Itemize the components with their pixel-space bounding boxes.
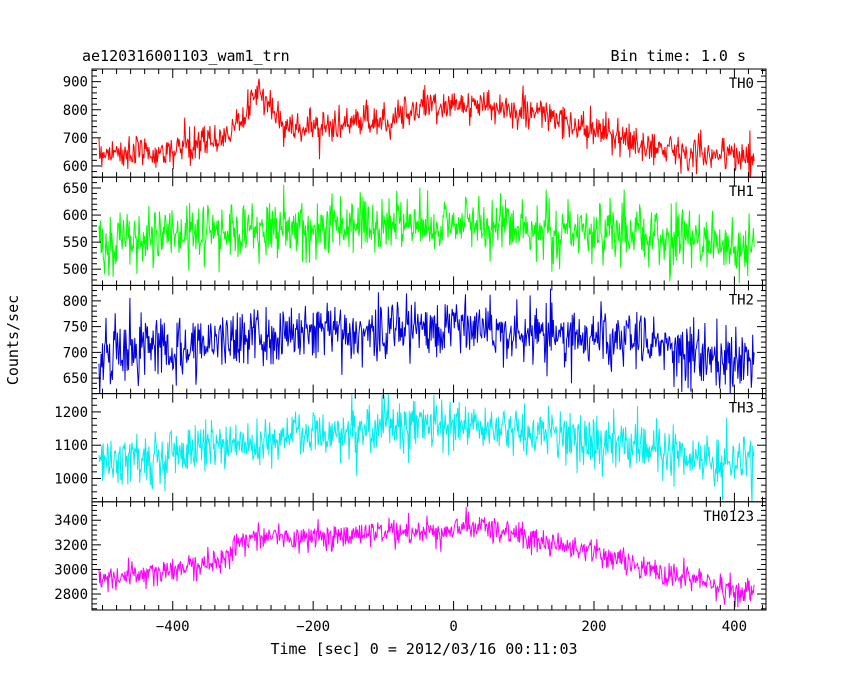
y-tick-label: 2800 [54,587,88,603]
y-tick-label: 3200 [54,538,88,554]
y-tick-label: 650 [63,371,88,387]
series-th0-line [98,78,755,178]
y-tick-label: 600 [63,159,88,175]
panel-label-th0: TH0 [729,76,754,92]
y-tick-label: 650 [63,181,88,197]
y-tick-label: 500 [63,262,88,278]
y-tick-label: 600 [63,208,88,224]
x-tick-label: 0 [449,619,457,635]
x-tick-label: 400 [722,619,747,635]
panel-th3: 1000 1100 1200 TH3 [54,393,767,503]
object-name-title: ae120316001103_wam1_trn [82,47,290,65]
panel-th2: 650 700 750 800 TH2 [63,284,767,395]
x-tick-label: −400 [156,619,190,635]
panel-label-th3: TH3 [729,401,754,417]
y-tick-label: 700 [63,131,88,147]
y-axis-title: Counts/sec [4,295,22,385]
y-tick-label: 1200 [54,405,88,421]
series-th3-line [98,393,755,502]
bin-time-label: Bin time: 1.0 s [611,47,746,65]
y-tick-label: 1000 [54,471,88,487]
y-tick-label: 800 [63,294,88,310]
series-th2-line [98,288,755,394]
panels-group: 600 700 800 900 TH0 500 550 600 650 TH1 650 700 750 8… [54,68,767,611]
y-tick-label: 800 [63,103,88,119]
x-axis: −400 −200 0 200 400 [156,619,747,635]
x-axis-title: Time [sec] 0 = 2012/03/16 00:11:03 [270,640,577,658]
y-tick-label: 750 [63,320,88,336]
panel-frame [91,68,767,178]
panel-label-th2: TH2 [729,292,754,308]
panel-label-th0123: TH0123 [703,509,754,525]
y-tick-label: 1100 [54,438,88,454]
panel-th0: 600 700 800 900 TH0 [63,68,767,178]
x-tick-label: −200 [296,619,330,635]
x-tick-label: 200 [581,619,606,635]
y-tick-label: 3400 [54,513,88,529]
y-tick-label: 700 [63,345,88,361]
panel-frame [91,501,767,611]
panel-th0123: 2800 3000 3200 3400 TH0123 [54,501,767,611]
y-tick-label: 900 [63,75,88,91]
series-th0123-line [98,507,755,608]
series-th1-line [98,184,755,284]
y-tick-label: 550 [63,235,88,251]
y-tick-label: 3000 [54,562,88,578]
panel-label-th1: TH1 [729,184,754,200]
panel-th1: 500 550 600 650 TH1 [63,176,767,286]
